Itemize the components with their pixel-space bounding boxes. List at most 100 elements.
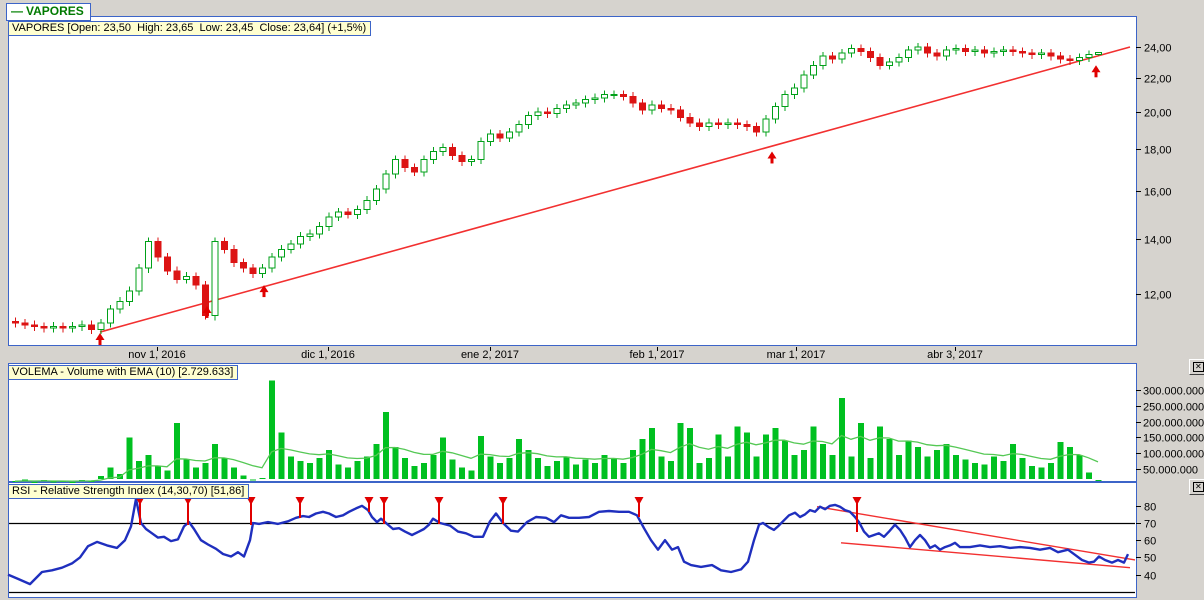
- volume-bar: [1086, 472, 1092, 479]
- candle-body: [658, 104, 665, 109]
- price-tick-label: 24,00: [1144, 43, 1172, 55]
- volume-bar: [962, 459, 969, 479]
- candle-body: [1009, 49, 1017, 53]
- rsi-line: [7, 497, 1130, 586]
- price-tick-label: 16,00: [1144, 187, 1172, 199]
- sell-signal-arrow-icon: [295, 497, 305, 505]
- volume-bar: [620, 462, 627, 479]
- candle-body: [667, 107, 675, 111]
- candle-body: [867, 51, 874, 59]
- volume-bar: [174, 423, 180, 479]
- candle-body: [31, 324, 38, 327]
- buy-signal-arrow-stem: [770, 157, 774, 164]
- candle-body: [221, 241, 228, 250]
- volume-bar: [848, 456, 855, 479]
- candle-body: [21, 322, 29, 326]
- volume-bar: [107, 467, 114, 479]
- rsi-indicator-label: RSI - Relative Strength Index (14,30,70)…: [8, 484, 250, 499]
- volume-bar: [677, 423, 684, 479]
- volume-bar: [516, 439, 522, 479]
- volume-bar: [829, 454, 836, 479]
- symbol-legend-tab[interactable]: — VAPORES: [6, 3, 91, 21]
- candle-body: [781, 94, 789, 108]
- candle-body: [126, 290, 133, 302]
- volume-bar: [506, 458, 513, 479]
- sell-signal-arrow-icon: [183, 497, 193, 505]
- volume-bar: [744, 432, 750, 479]
- candle-body: [297, 235, 304, 245]
- candle-body: [240, 262, 247, 269]
- rsi-panel-plot[interactable]: [8, 482, 1137, 598]
- volume-bar: [373, 443, 380, 479]
- candle-body: [696, 122, 703, 127]
- candle-body: [1095, 51, 1102, 56]
- price-tick-label: 18,00: [1144, 145, 1172, 157]
- rsi-tick-label: 70: [1144, 519, 1156, 531]
- volume-bar: [307, 462, 313, 479]
- candle-body: [401, 159, 409, 169]
- candle-body: [534, 111, 542, 117]
- price-trendline: [99, 46, 1131, 333]
- candle-body: [791, 87, 798, 96]
- buy-signal-arrow-icon: [767, 151, 777, 159]
- candle-body: [1085, 54, 1093, 59]
- candle-body: [572, 102, 580, 106]
- candle-body: [525, 115, 532, 126]
- volume-bar: [867, 458, 874, 479]
- buy-signal-arrow-icon: [202, 305, 212, 313]
- volume-bar: [1057, 442, 1064, 479]
- volume-bar: [411, 465, 418, 479]
- candle-body: [363, 199, 371, 211]
- sell-signal-arrow-stem: [250, 502, 252, 525]
- candle-body: [335, 211, 342, 218]
- volume-bar: [715, 434, 722, 479]
- candle-body: [810, 64, 817, 76]
- volume-bar: [354, 461, 361, 479]
- buy-signal-arrow-icon: [1091, 65, 1101, 73]
- volume-bar: [468, 470, 475, 479]
- date-tick-label: dic 1, 2016: [301, 349, 355, 361]
- volume-bar: [259, 478, 266, 480]
- volume-bar: [240, 475, 247, 479]
- candle-body: [287, 243, 295, 250]
- price-tick-label: 12,00: [1144, 290, 1172, 302]
- candle-body: [943, 49, 950, 57]
- buy-signal-arrow-stem: [262, 291, 266, 298]
- price-panel-plot[interactable]: [8, 16, 1137, 346]
- candle-body: [971, 49, 979, 53]
- candle-body: [268, 256, 276, 269]
- candle-body: [12, 321, 19, 324]
- volume-bar: [50, 481, 57, 483]
- volume-bar: [326, 450, 332, 479]
- close-rsi-panel-button[interactable]: ✕: [1189, 479, 1204, 495]
- candle-body: [1028, 52, 1036, 56]
- candle-body: [1019, 51, 1026, 54]
- candle-body: [800, 74, 808, 89]
- buy-signal-arrow-icon: [95, 333, 105, 341]
- volume-bar: [991, 456, 997, 479]
- volume-bar: [905, 440, 912, 479]
- volume-bar: [459, 467, 465, 479]
- price-tick-label: 20,00: [1144, 108, 1172, 120]
- price-tick-label: 22,00: [1144, 74, 1172, 86]
- volume-ema-line: [14, 434, 1099, 482]
- volume-bar: [763, 434, 769, 479]
- volume-tick-label: 300.000.000: [1143, 386, 1204, 398]
- rsi-tick-label: 60: [1144, 536, 1156, 548]
- sell-signal-arrow-icon: [634, 497, 644, 505]
- sell-signal-arrow-stem: [299, 502, 301, 518]
- buy-signal-arrow-stem: [205, 311, 209, 318]
- volume-bar: [573, 464, 579, 479]
- volume-bar: [449, 459, 456, 479]
- sell-signal-arrow-stem: [368, 502, 370, 512]
- volume-bar: [98, 476, 104, 479]
- volume-bar: [896, 454, 902, 479]
- candle-body: [354, 209, 361, 215]
- volume-bar: [183, 459, 190, 479]
- candle-body: [477, 141, 485, 161]
- candle-body: [924, 46, 931, 54]
- close-volume-panel-button[interactable]: ✕: [1189, 359, 1204, 375]
- sell-signal-arrow-stem: [638, 502, 640, 517]
